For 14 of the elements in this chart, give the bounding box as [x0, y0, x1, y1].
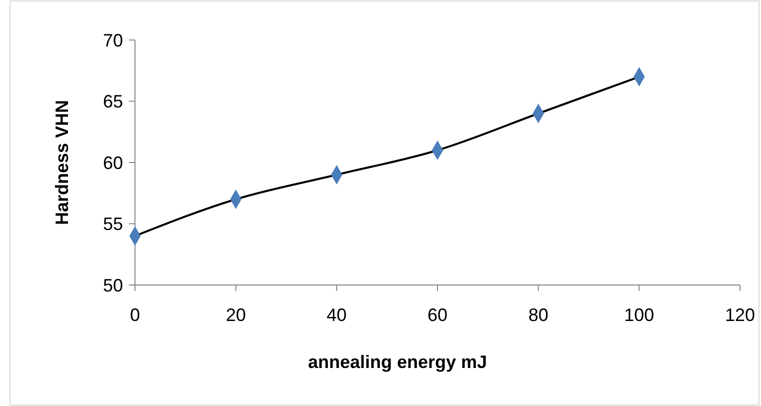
x-axis-title: annealing energy mJ	[308, 352, 488, 372]
y-tick-label: 65	[102, 92, 123, 112]
y-axis-title: Hardness VHN	[52, 100, 72, 226]
x-tick-label: 20	[226, 305, 246, 325]
y-tick-label: 50	[102, 275, 123, 296]
x-tick-label: 120	[724, 305, 756, 325]
x-tick-label: 80	[528, 305, 548, 325]
x-tick-label: 60	[427, 305, 448, 325]
x-tick-label: 0	[130, 305, 140, 325]
x-tick-label: 100	[624, 305, 654, 325]
y-tick-label: 70	[102, 30, 123, 50]
y-tick-label: 55	[102, 214, 123, 234]
x-tick-label: 40	[326, 305, 347, 325]
y-tick-label: 60	[102, 152, 123, 173]
